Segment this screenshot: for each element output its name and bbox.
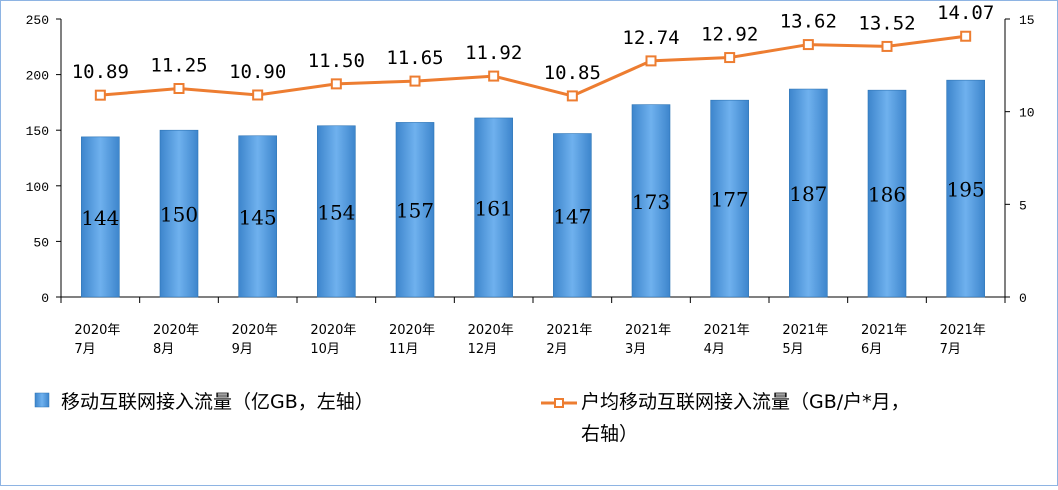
line-point — [330, 78, 342, 90]
x-tick-label: 2020年 12月 — [468, 323, 514, 357]
y-right-tick-label: 15 — [1019, 13, 1035, 28]
y-left-tick-label: 50 — [33, 235, 49, 250]
line-value-label: 11.25 — [150, 55, 207, 77]
line-point — [94, 89, 106, 101]
legend-line-label-line2: 右轴） — [581, 423, 638, 445]
line-point — [488, 70, 500, 82]
line-value-label: 12.92 — [701, 24, 758, 46]
bar — [317, 125, 356, 298]
line-point — [724, 52, 736, 64]
line-point — [409, 75, 421, 87]
bars-group — [81, 79, 985, 298]
legend-line-marker — [554, 398, 564, 408]
bar — [238, 135, 277, 298]
bar — [474, 117, 513, 298]
bar-value-label: 157 — [396, 199, 434, 223]
bar — [159, 129, 199, 298]
line-point — [645, 55, 657, 67]
bar-value-label: 147 — [553, 204, 591, 228]
line-value-label: 11.65 — [386, 47, 443, 69]
line-point — [960, 30, 972, 42]
x-tick-label: 2021年 7月 — [940, 323, 986, 357]
y-right-tick-label: 0 — [1019, 291, 1027, 306]
y-right-tick-label: 5 — [1019, 198, 1027, 213]
line-point — [802, 39, 814, 51]
axes-group: 0 50 100 150 200 250 0 5 10 15 2020年 7月 2020年 8月 2020年… — [26, 13, 1035, 357]
y-left-tick-label: 250 — [26, 13, 49, 28]
labels-group: 144 150 145 154 157 161 147 173 177 187 186 195 10.8… — [72, 2, 995, 230]
y-left-tick-label: 100 — [26, 180, 49, 195]
bar — [631, 104, 671, 298]
y-left-tick-label: 0 — [41, 291, 49, 306]
series-line — [100, 34, 966, 98]
y-left-tick-label: 150 — [26, 124, 49, 139]
line-value-label: 13.62 — [780, 11, 837, 33]
x-tick-label: 2021年 2月 — [546, 323, 592, 357]
legend: 移动互联网接入流量（亿GB，左轴） 户均移动互联网接入流量（GB/户*月， 右轴… — [34, 391, 910, 445]
bar — [946, 79, 985, 298]
y-right-tick-label: 10 — [1019, 106, 1035, 121]
bar-value-label: 154 — [317, 200, 355, 224]
bar-value-label: 187 — [789, 182, 827, 206]
line-value-label: 13.52 — [858, 12, 915, 34]
bar — [867, 89, 907, 298]
bar-value-label: 145 — [239, 205, 277, 229]
line-point — [252, 89, 264, 101]
line-point — [173, 83, 185, 94]
y-left-tick-label: 200 — [26, 69, 49, 84]
bar — [395, 122, 435, 298]
bar-value-label: 186 — [868, 183, 906, 207]
line-group — [94, 30, 972, 102]
bar-value-label: 195 — [947, 178, 985, 202]
legend-line-label-line1: 户均移动互联网接入流量（GB/户*月， — [581, 391, 910, 413]
line-point — [566, 90, 578, 102]
bar-value-label: 177 — [711, 188, 749, 212]
bar-value-label: 144 — [81, 206, 119, 230]
legend-bar-label: 移动互联网接入流量（亿GB，左轴） — [61, 391, 374, 413]
x-tick-label: 2020年 9月 — [232, 323, 278, 357]
line-value-label: 11.50 — [308, 50, 365, 72]
line-value-label: 11.92 — [465, 42, 522, 64]
x-tick-label: 2020年 11月 — [389, 323, 435, 357]
x-tick-label: 2021年 5月 — [782, 323, 828, 357]
bar-value-label: 173 — [632, 190, 670, 214]
bar — [553, 133, 592, 298]
bar — [789, 88, 828, 298]
line-value-label: 10.89 — [72, 61, 129, 83]
bar — [81, 136, 120, 298]
line-value-label: 14.07 — [937, 2, 994, 24]
line-value-label: 12.74 — [622, 27, 679, 49]
x-tick-label: 2021年 4月 — [704, 323, 750, 357]
x-tick-label: 2020年 7月 — [74, 323, 120, 357]
legend-bar-swatch — [34, 392, 50, 408]
x-tick-label: 2020年 10月 — [310, 323, 356, 357]
bar — [710, 99, 749, 298]
bar-value-label: 150 — [160, 203, 198, 227]
bar-value-label: 161 — [475, 196, 513, 220]
x-tick-label: 2020年 8月 — [153, 323, 199, 357]
line-point — [881, 40, 893, 52]
line-value-label: 10.90 — [229, 61, 286, 83]
line-value-label: 10.85 — [544, 62, 601, 84]
x-tick-label: 2021年 6月 — [861, 323, 907, 357]
x-tick-label: 2021年 3月 — [625, 323, 671, 357]
